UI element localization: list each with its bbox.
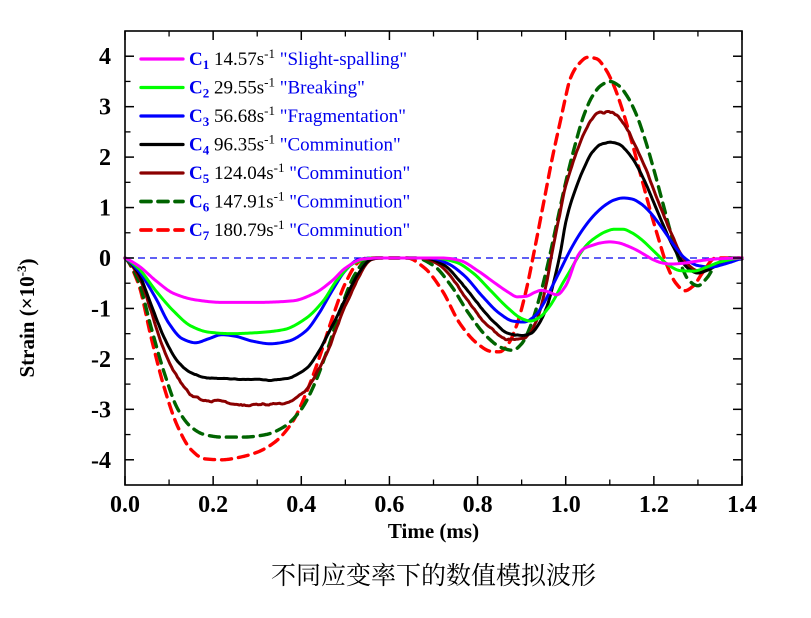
svg-text:1.0: 1.0	[551, 492, 581, 518]
svg-text:Time (ms): Time (ms)	[388, 519, 479, 543]
svg-text:0.4: 0.4	[286, 492, 316, 518]
svg-text:-4: -4	[91, 448, 111, 474]
svg-text:1.2: 1.2	[639, 492, 669, 518]
svg-text:-1: -1	[91, 296, 111, 322]
svg-text:C6 147.91s-1 "Comminution": C6 147.91s-1 "Comminution"	[189, 189, 410, 215]
svg-text:C7 180.79s-1 "Comminution": C7 180.79s-1 "Comminution"	[189, 217, 410, 243]
svg-text:1.4: 1.4	[727, 492, 757, 518]
svg-text:不同应变率下的数值模拟波形: 不同应变率下的数值模拟波形	[271, 556, 596, 592]
svg-text:Strain (×10-3): Strain (×10-3)	[14, 258, 39, 377]
svg-text:C1 14.57s-1 "Slight-spalling": C1 14.57s-1 "Slight-spalling"	[189, 46, 407, 72]
svg-text:C4 96.35s-1 "Comminution": C4 96.35s-1 "Comminution"	[189, 132, 401, 158]
svg-text:0.6: 0.6	[374, 492, 404, 518]
svg-text:C5 124.04s-1 "Comminution": C5 124.04s-1 "Comminution"	[189, 160, 410, 186]
svg-text:0.8: 0.8	[463, 492, 493, 518]
svg-text:2: 2	[99, 145, 111, 171]
svg-text:1: 1	[99, 196, 111, 222]
svg-text:-2: -2	[91, 347, 111, 373]
svg-text:C2 29.55s-1 "Breaking": C2 29.55s-1 "Breaking"	[189, 75, 365, 101]
svg-text:C3 56.68s-1 "Fragmentation": C3 56.68s-1 "Fragmentation"	[189, 103, 406, 129]
svg-text:0: 0	[99, 246, 111, 272]
svg-text:0.0: 0.0	[110, 492, 140, 518]
svg-text:-3: -3	[91, 397, 111, 423]
svg-text:0.2: 0.2	[198, 492, 228, 518]
svg-text:4: 4	[99, 44, 111, 70]
svg-text:3: 3	[99, 95, 111, 121]
